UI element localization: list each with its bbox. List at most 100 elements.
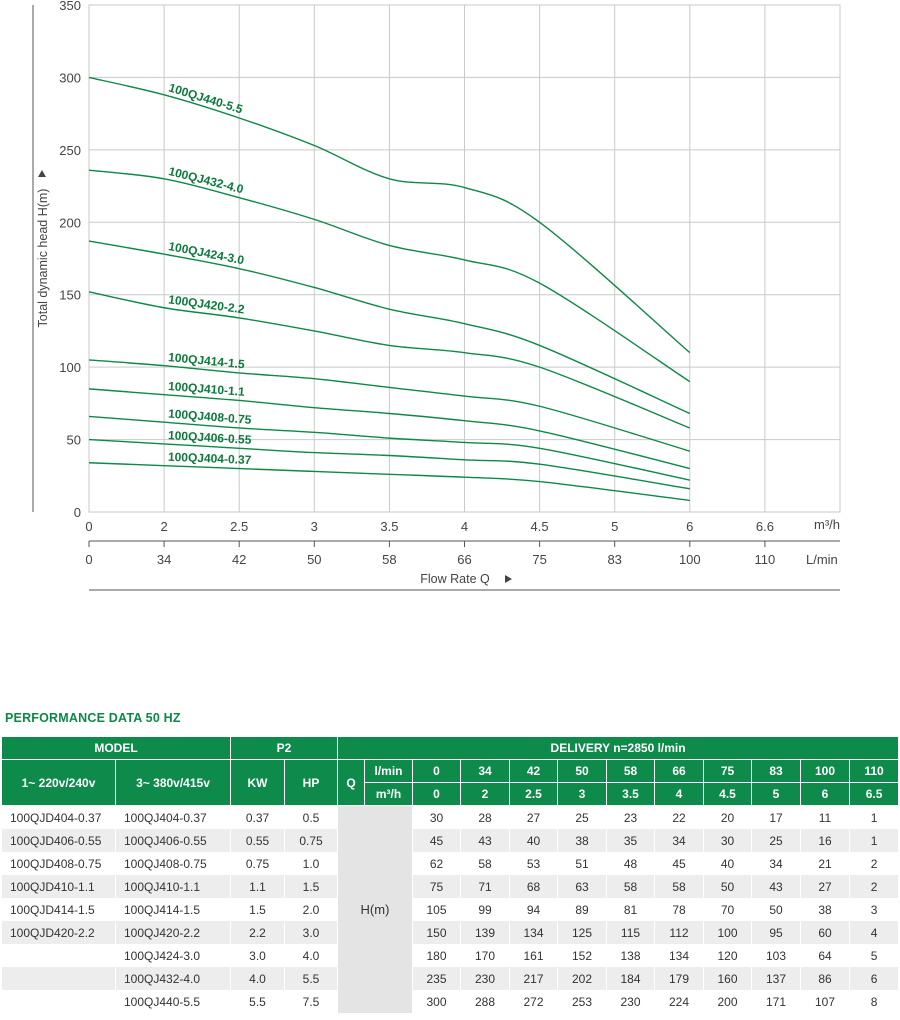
table-row: 100QJ440-5.5 5.5 7.5 300 288 272 253 230 224 200 1… bbox=[1, 990, 900, 1013]
x-tick-label-lmin: 50 bbox=[307, 552, 321, 567]
m3h-value: 4 bbox=[654, 782, 704, 806]
x-tick-label-m3h: 4.5 bbox=[531, 519, 549, 534]
head-value: 100 bbox=[703, 921, 752, 944]
model-single-phase: 100QJD410-1.1 bbox=[1, 875, 116, 898]
head-value: 230 bbox=[606, 990, 655, 1013]
header-single-phase: 1~ 220v/240v bbox=[1, 759, 116, 806]
m3h-value: 0 bbox=[412, 782, 461, 806]
head-value: 45 bbox=[412, 829, 461, 852]
model-three-phase: 100QJ414-1.5 bbox=[115, 898, 231, 921]
curve-100QJ414-1.5 bbox=[88, 359, 691, 452]
x-tick-label-m3h: 5 bbox=[611, 519, 618, 534]
y-tick-label: 100 bbox=[59, 360, 81, 375]
head-value: 16 bbox=[800, 829, 850, 852]
header-q: Q bbox=[337, 759, 365, 806]
m3h-value: 3.5 bbox=[606, 782, 655, 806]
m3h-value: 5 bbox=[751, 782, 801, 806]
head-value: 17 bbox=[751, 805, 801, 829]
head-value: 224 bbox=[654, 990, 704, 1013]
curve-label: 100QJ424-3.0 bbox=[167, 239, 245, 267]
model-three-phase: 100QJ424-3.0 bbox=[115, 944, 231, 967]
head-value: 230 bbox=[460, 967, 510, 990]
head-value: 99 bbox=[460, 898, 510, 921]
power-kw: 0.55 bbox=[230, 829, 285, 852]
power-kw: 3.0 bbox=[230, 944, 285, 967]
head-value: 3 bbox=[848, 898, 900, 921]
y-tick-label: 350 bbox=[59, 0, 81, 13]
power-hp: 3.0 bbox=[284, 921, 338, 944]
head-value: 40 bbox=[509, 829, 558, 852]
x-tick-label-lmin: 110 bbox=[755, 552, 776, 567]
x-tick-label-lmin: 34 bbox=[157, 552, 171, 567]
model-three-phase: 100QJ408-0.75 bbox=[115, 852, 231, 875]
head-value: 134 bbox=[509, 921, 558, 944]
head-value: 300 bbox=[412, 990, 461, 1013]
head-value: 8 bbox=[848, 990, 900, 1013]
curve-100QJ406-0.55 bbox=[88, 438, 690, 490]
head-label: H(m) bbox=[337, 805, 413, 1013]
power-kw: 0.75 bbox=[230, 852, 285, 875]
table-row: 100QJ432-4.0 4.0 5.5 235 230 217 202 184 179 160 1… bbox=[1, 967, 900, 990]
power-kw: 1.5 bbox=[230, 898, 285, 921]
head-value: 1 bbox=[848, 829, 900, 852]
x-axis-arrow bbox=[505, 575, 512, 583]
model-three-phase: 100QJ410-1.1 bbox=[115, 875, 231, 898]
power-hp: 5.5 bbox=[284, 967, 338, 990]
lmin-value: 50 bbox=[557, 759, 607, 783]
head-value: 34 bbox=[654, 829, 704, 852]
head-value: 43 bbox=[460, 829, 510, 852]
head-value: 30 bbox=[412, 805, 461, 829]
head-value: 115 bbox=[606, 921, 655, 944]
power-hp: 1.5 bbox=[284, 875, 338, 898]
lmin-value: 110 bbox=[848, 759, 900, 783]
head-value: 11 bbox=[800, 805, 850, 829]
curve-label: 100QJ408-0.75 bbox=[168, 407, 253, 427]
head-value: 21 bbox=[800, 852, 850, 875]
x-tick-label-m3h: 2.5 bbox=[230, 519, 248, 534]
head-value: 62 bbox=[412, 852, 461, 875]
head-value: 25 bbox=[751, 829, 801, 852]
y-axis-arrow bbox=[38, 170, 46, 177]
head-value: 58 bbox=[606, 875, 655, 898]
m3h-value: 6 bbox=[800, 782, 850, 806]
head-value: 171 bbox=[751, 990, 801, 1013]
head-value: 25 bbox=[557, 805, 607, 829]
x-tick-label-m3h: 6 bbox=[686, 519, 693, 534]
y-tick-label: 300 bbox=[59, 70, 81, 85]
y-tick-label: 150 bbox=[59, 288, 81, 303]
lmin-value: 100 bbox=[800, 759, 850, 783]
model-single-phase: 100QJD408-0.75 bbox=[1, 852, 116, 875]
m3h-value: 4.5 bbox=[703, 782, 752, 806]
header-three-phase: 3~ 380v/415v bbox=[115, 759, 231, 806]
x-tick-label-lmin: 75 bbox=[532, 552, 546, 567]
head-value: 40 bbox=[703, 852, 752, 875]
x-tick-label-lmin: 83 bbox=[607, 552, 621, 567]
model-single-phase bbox=[1, 990, 116, 1013]
model-three-phase: 100QJ420-2.2 bbox=[115, 921, 231, 944]
x-unit-m3h: m³/h bbox=[814, 517, 840, 532]
curve-100QJ420-2.2 bbox=[88, 291, 691, 429]
head-value: 20 bbox=[703, 805, 752, 829]
power-kw: 4.0 bbox=[230, 967, 285, 990]
head-value: 139 bbox=[460, 921, 510, 944]
lmin-value: 66 bbox=[654, 759, 704, 783]
head-value: 161 bbox=[509, 944, 558, 967]
model-three-phase: 100QJ440-5.5 bbox=[115, 990, 231, 1013]
lmin-value: 58 bbox=[606, 759, 655, 783]
head-value: 51 bbox=[557, 852, 607, 875]
head-value: 86 bbox=[800, 967, 850, 990]
power-hp: 2.0 bbox=[284, 898, 338, 921]
curve-100QJ408-0.75 bbox=[88, 415, 690, 481]
head-value: 134 bbox=[654, 944, 704, 967]
curve-100QJ432-4.0 bbox=[88, 169, 691, 383]
m3h-value: 2 bbox=[460, 782, 510, 806]
head-value: 45 bbox=[654, 852, 704, 875]
head-value: 71 bbox=[460, 875, 510, 898]
x-tick-label-lmin: 66 bbox=[457, 552, 471, 567]
head-value: 170 bbox=[460, 944, 510, 967]
head-value: 120 bbox=[703, 944, 752, 967]
curve-label: 100QJ414-1.5 bbox=[168, 350, 246, 371]
x-tick-label-lmin: 100 bbox=[679, 552, 701, 567]
table-row: 100QJD420-2.2 100QJ420-2.2 2.2 3.0 150 139 134… bbox=[1, 921, 900, 944]
curve-label: 100QJ404-0.37 bbox=[168, 450, 252, 467]
